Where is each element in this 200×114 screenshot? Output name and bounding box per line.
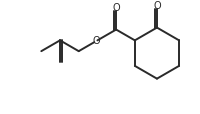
Text: O: O — [112, 3, 119, 13]
Text: O: O — [152, 1, 160, 11]
Text: O: O — [92, 36, 100, 46]
